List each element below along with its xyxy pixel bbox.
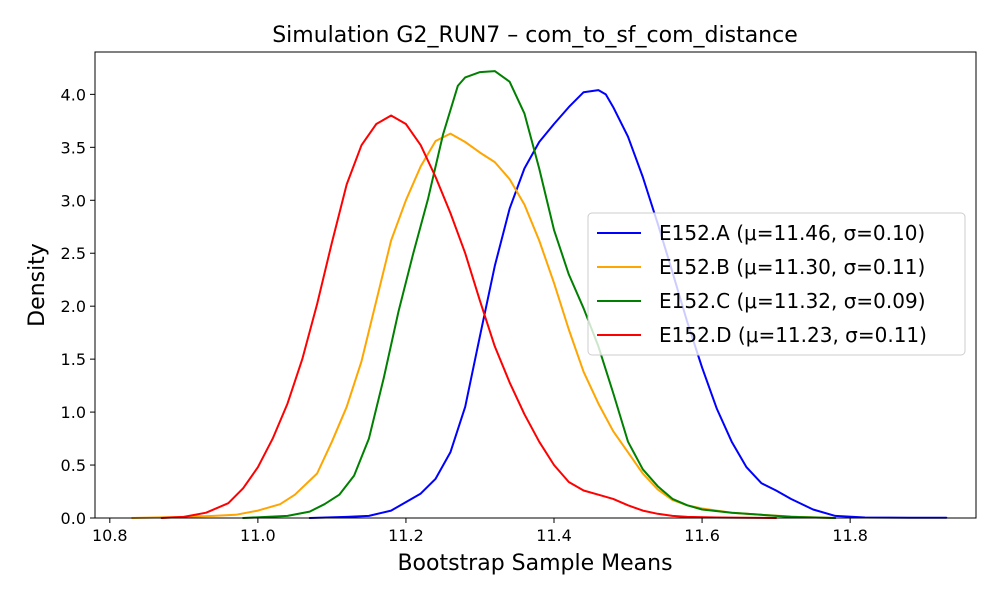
y-tick-label: 3.5 [61,138,86,157]
x-tick-label: 11.0 [240,526,276,545]
x-tick-label: 11.2 [388,526,424,545]
y-tick-label: 1.5 [61,350,86,369]
y-axis: 0.0 0.5 1.0 1.5 2.0 2.5 3.0 3.5 4.0 [61,85,95,528]
series-line-1 [131,132,837,519]
x-axis-label: Bootstrap Sample Means [397,551,672,576]
x-tick-label: 11.6 [684,526,720,545]
series-layer [131,70,948,519]
x-tick-label: 10.8 [92,526,128,545]
series-line-0 [308,89,948,519]
legend-box [587,212,966,356]
chart-title: Simulation G2_RUN7 – com_to_sf_com_dista… [272,23,798,48]
y-tick-label: 3.0 [61,191,86,210]
y-tick-label: 1.0 [61,403,86,422]
y-tick-label: 4.0 [61,85,86,104]
series-line-2 [242,70,837,519]
x-tick-label: 11.8 [832,526,868,545]
y-tick-label: 0.0 [61,509,86,528]
x-tick-label: 11.4 [536,526,572,545]
x-axis: 10.8 11.0 11.2 11.4 11.6 11.8 [92,518,868,545]
y-tick-label: 0.5 [61,456,86,475]
series-line-3 [160,114,778,519]
legend: E152.A (μ=11.46, σ=0.10) E152.B (μ=11.30,… [587,212,966,356]
legend-label-3: E152.D (μ=11.23, σ=0.11) [659,323,927,347]
y-axis-label: Density [25,243,50,327]
y-tick-label: 2.5 [61,244,86,263]
plot-frame [94,51,977,519]
y-tick-label: 2.0 [61,297,86,316]
legend-label-2: E152.C (μ=11.32, σ=0.09) [659,289,926,313]
legend-label-0: E152.A (μ=11.46, σ=0.10) [659,221,925,245]
legend-label-1: E152.B (μ=11.30, σ=0.11) [659,255,925,279]
